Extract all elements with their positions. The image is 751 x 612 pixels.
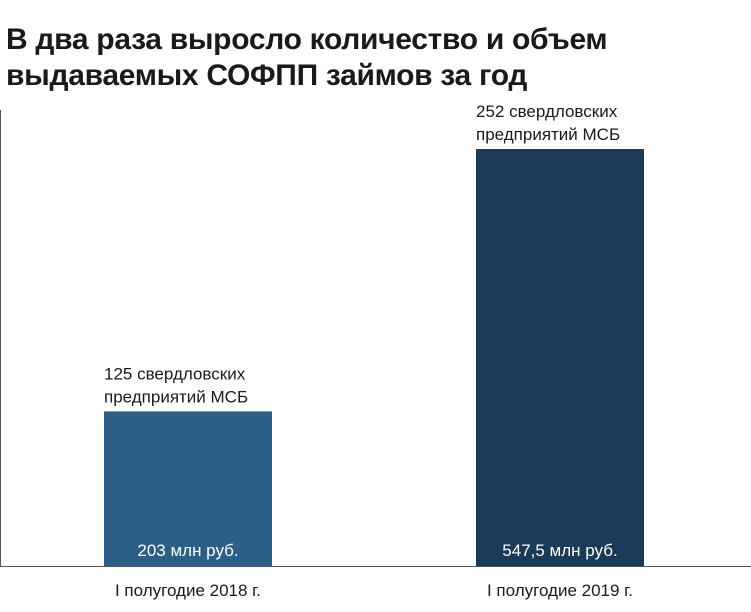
bar-annotation-line: 125 свердловских xyxy=(104,364,246,383)
bar-1 xyxy=(104,411,272,566)
bar-2 xyxy=(476,149,644,566)
chart-title: В два раза выросло количество и объем вы… xyxy=(6,23,608,92)
bars-layer: 203 млн руб. 125 свердловских предприятий … xyxy=(104,102,644,600)
bar-value-label: 547,5 млн руб. xyxy=(502,541,617,560)
bar-value-label: 203 млн руб. xyxy=(137,541,238,560)
bar-annotation-line: предприятий МСБ xyxy=(476,125,620,144)
bar-annotation-line: предприятий МСБ xyxy=(104,387,248,406)
bar-annotation-line: 252 свердловских xyxy=(476,102,618,121)
x-tick-label: I полугодие 2018 г. xyxy=(115,581,261,600)
x-tick-label: I полугодие 2019 г. xyxy=(487,581,633,600)
